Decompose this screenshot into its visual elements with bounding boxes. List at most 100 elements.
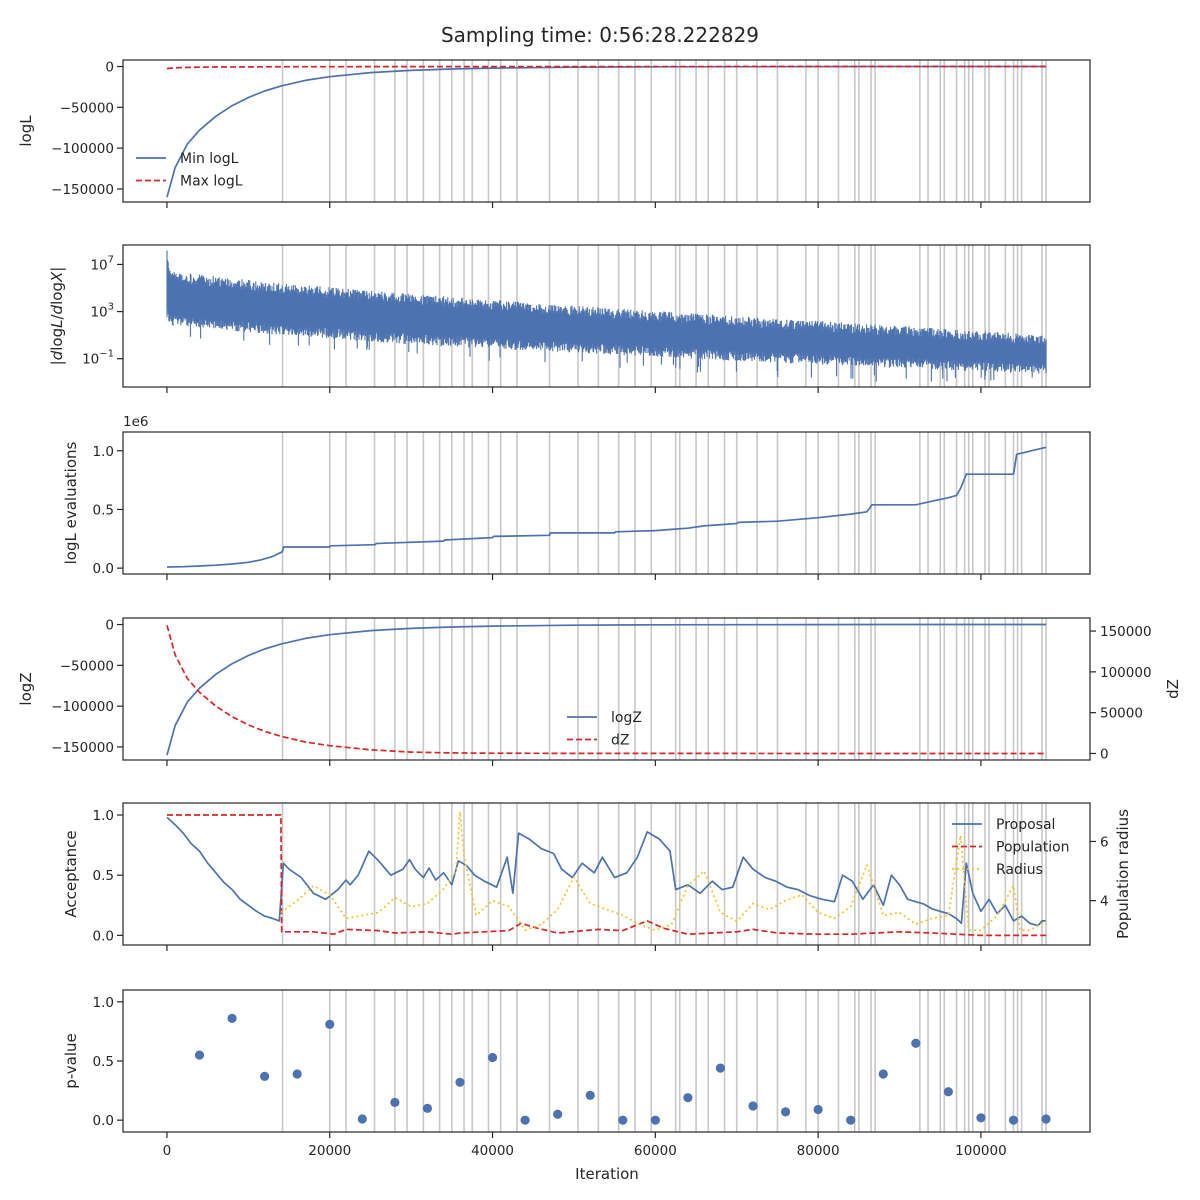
y-tick-exponent: 3	[108, 302, 114, 313]
data-point	[422, 1103, 433, 1113]
y-tick-label: 0	[105, 60, 114, 76]
series-group	[166, 811, 1047, 937]
y-axis-label-part: |	[48, 360, 66, 365]
vertical-markers	[281, 803, 1047, 945]
data-point	[976, 1113, 986, 1123]
legend: Proposal Population Radius	[952, 817, 1070, 878]
y-tick-label: 10−1	[82, 349, 114, 368]
y-tick-exponent: −1	[99, 349, 114, 360]
legend-label: dZ	[611, 733, 629, 749]
y-axis-label-part: X	[48, 271, 66, 283]
y-axis-label-part: d	[48, 304, 66, 314]
y-tick-label: 0.0	[93, 1113, 114, 1129]
data-point	[911, 1038, 921, 1048]
y-axis-label-part: d	[48, 350, 66, 360]
y-tick-label-right: 150000	[1100, 624, 1152, 640]
panel-3: 0.0 0.5 1.0 logL evaluations 1e6	[62, 414, 1091, 580]
band-series	[166, 250, 1047, 382]
data-point	[683, 1093, 693, 1103]
axes-frame	[122, 617, 1091, 761]
y-tick-label-right: 100000	[1100, 665, 1152, 681]
data-point	[1008, 1115, 1019, 1125]
axes-frame	[122, 59, 1091, 203]
data-point	[357, 1114, 367, 1124]
series-group	[166, 250, 1047, 382]
legend-label: Min logL	[180, 151, 239, 167]
series-line-logz	[166, 623, 1046, 756]
data-point	[227, 1013, 237, 1024]
y-axis-label-part: log	[48, 282, 66, 305]
x-tick-label: 0	[163, 1143, 172, 1159]
figure-title: Sampling time: 0:56:28.222829	[441, 23, 759, 47]
y-tick-label: 1.0	[93, 995, 114, 1011]
series-line-0	[166, 446, 1047, 568]
legend-label: Radius	[996, 862, 1043, 878]
data-point	[325, 1019, 335, 1029]
y-tick-label: −50000	[60, 100, 114, 116]
data-point	[618, 1115, 628, 1125]
panel-6: 0 20000 40000 60000 80000 100000 0.0 0.5 1.0 p-va…	[62, 989, 1091, 1159]
data-point	[1041, 1114, 1051, 1124]
data-point	[520, 1115, 530, 1125]
panel-4: 0 −50000 −100000 −150000 150000 100000 50000 0 l…	[17, 617, 1182, 766]
y-tick-label: 0.5	[93, 868, 114, 884]
data-point	[260, 1071, 270, 1081]
axes-frame	[122, 244, 1091, 388]
y-tick-exponent: 7	[108, 254, 114, 265]
y-tick-label: 107	[90, 254, 114, 273]
axes-frame	[122, 431, 1091, 575]
series-group	[194, 1013, 1051, 1125]
data-point	[194, 1050, 205, 1060]
y-axis-label-part: L	[48, 319, 66, 327]
data-point	[553, 1109, 563, 1119]
data-point	[780, 1107, 791, 1117]
y-tick-label-right: 6	[1100, 834, 1109, 850]
y-tick-label: 0.5	[93, 502, 114, 518]
data-point	[715, 1063, 726, 1073]
y-tick-label: 0	[105, 618, 114, 634]
legend: logZ dZ	[567, 710, 642, 749]
y-tick-label: 1.0	[93, 444, 114, 460]
data-point	[846, 1115, 856, 1125]
y-axis-label-part: |	[48, 267, 66, 272]
y-tick-label: −150000	[51, 740, 114, 756]
x-tick-label: 20000	[308, 1143, 351, 1159]
series-line-max-logl	[166, 65, 1046, 70]
data-point	[748, 1101, 758, 1111]
y-tick-label: −150000	[51, 182, 114, 198]
vertical-markers	[281, 60, 1047, 202]
y-tick-label-right: 0	[1100, 746, 1109, 762]
vertical-markers	[281, 432, 1047, 574]
data-point	[878, 1069, 888, 1079]
y-tick-label: 103	[90, 302, 114, 321]
series-line-population	[167, 814, 1046, 937]
vertical-markers	[281, 990, 1047, 1132]
y-tick-label: −100000	[51, 699, 114, 715]
y-tick-label: −50000	[60, 658, 114, 674]
legend-label: Proposal	[996, 817, 1055, 833]
y-tick-label: 0.0	[93, 928, 114, 944]
legend-label: logZ	[611, 710, 642, 726]
legend: Min logL Max logL	[136, 151, 243, 190]
data-point	[455, 1077, 465, 1087]
series-line-radius	[280, 811, 1047, 932]
y-axis-label: |dlogL/dlogX|	[48, 267, 66, 366]
series-group	[166, 623, 1046, 756]
y-tick-label-right: 50000	[1100, 706, 1143, 722]
offset-label: 1e6	[123, 414, 148, 430]
data-point	[390, 1097, 400, 1108]
series-line-proposal	[166, 816, 1046, 927]
panel-1: 0 −50000 −100000 −150000 logL Min logL Max log…	[17, 59, 1091, 208]
legend-label: Max logL	[180, 174, 243, 190]
y-axis-label: Acceptance	[62, 830, 80, 917]
series-line-dz	[166, 625, 1046, 755]
data-point	[292, 1069, 302, 1079]
series-line-min-logl	[166, 65, 1046, 198]
data-point	[813, 1104, 823, 1115]
y-tick-label: 0.0	[93, 561, 114, 577]
y-axis-label-right: dZ	[1164, 679, 1182, 699]
data-point	[585, 1090, 595, 1100]
